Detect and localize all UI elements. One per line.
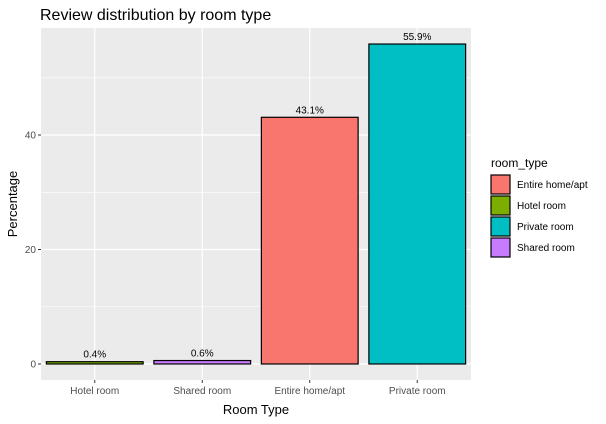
legend-key <box>490 237 511 258</box>
legend-label: Shared room <box>517 243 575 254</box>
legend: room_type Entire home/apt Hotel room Privat… <box>490 156 588 258</box>
x-tick-label: Entire home/apt <box>274 386 345 397</box>
bar-entire-home-apt <box>260 116 359 365</box>
y-axis-title: Percentage <box>5 171 20 238</box>
x-tick-label: Hotel room <box>70 386 119 397</box>
data-labels: 0.4% 0.6% 43.1% 55.9% <box>83 32 431 361</box>
legend-label: Hotel room <box>517 201 566 212</box>
chart-title: Review distribution by room type <box>40 7 271 24</box>
y-axis: 0 20 40 <box>25 131 41 370</box>
x-axis-title: Room Type <box>223 402 289 417</box>
bars <box>45 43 467 365</box>
bar-private-room <box>368 43 467 365</box>
y-tick-label: 40 <box>25 131 37 142</box>
data-label: 0.4% <box>83 350 106 361</box>
legend-label: Entire home/apt <box>517 180 588 191</box>
bar-hotel-room <box>45 361 144 365</box>
data-label: 0.6% <box>191 349 214 360</box>
x-axis: Hotel room Shared room Entire home/apt Priv… <box>70 380 446 397</box>
legend-key <box>490 216 511 237</box>
y-tick-label: 0 <box>30 359 36 370</box>
legend-key <box>490 174 511 195</box>
legend-label: Private room <box>517 222 574 233</box>
data-label: 43.1% <box>296 105 324 116</box>
legend-key <box>490 195 511 216</box>
x-tick-label: Shared room <box>173 386 231 397</box>
data-label: 55.9% <box>403 32 431 43</box>
bar-shared-room <box>153 359 252 365</box>
legend-title: room_type <box>491 156 548 170</box>
x-tick-label: Private room <box>389 386 446 397</box>
y-tick-label: 20 <box>25 245 37 256</box>
